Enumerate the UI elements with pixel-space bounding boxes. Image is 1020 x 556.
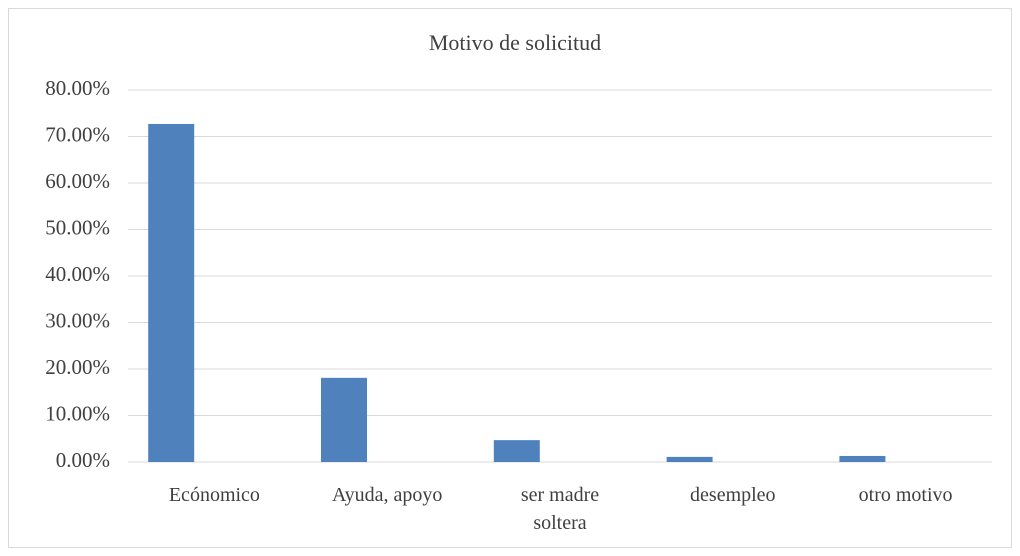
- bar: [148, 123, 195, 462]
- y-tick-label: 10.00%: [45, 401, 110, 425]
- chart-title: Motivo de solicitud: [429, 30, 601, 55]
- y-tick-label: 30.00%: [45, 308, 110, 332]
- y-tick-label: 20.00%: [45, 355, 110, 379]
- x-tick-label: desempleo: [690, 484, 776, 506]
- x-tick-label: Ayuda, apoyo: [332, 484, 443, 506]
- bar: [493, 440, 540, 462]
- y-tick-label: 0.00%: [56, 448, 110, 472]
- bar: [321, 377, 367, 462]
- y-tick-label: 50.00%: [45, 215, 110, 239]
- y-tick-label: 40.00%: [45, 262, 110, 286]
- y-tick-label: 70.00%: [45, 122, 110, 146]
- x-tick-label: otro motivo: [858, 484, 953, 506]
- y-tick-label: 80.00%: [45, 76, 110, 100]
- bar: [666, 456, 713, 462]
- y-tick-label: 60.00%: [45, 169, 110, 193]
- x-tick-label: Ecónomico: [168, 484, 260, 506]
- x-tick-label: ser madre soltera: [520, 484, 600, 534]
- bar: [839, 455, 886, 462]
